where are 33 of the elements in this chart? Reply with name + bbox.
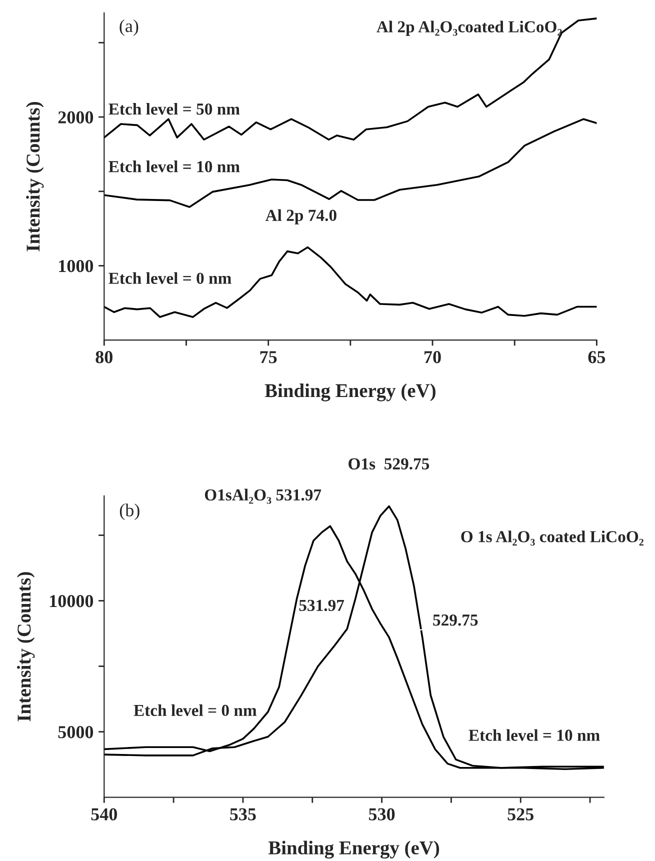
chart-title: Al 2p Al₂O₃coated LiCoO₂ xyxy=(376,20,562,36)
x-axis-title: Binding Energy (eV) xyxy=(264,384,436,402)
annotation: (b) xyxy=(120,504,140,520)
y-tick-label: 2000 xyxy=(58,111,94,124)
x-tick-label: 530 xyxy=(368,808,395,820)
y-axis-title: Intensity (Counts) xyxy=(17,572,35,722)
y-tick-label: 5000 xyxy=(58,726,94,738)
line-series xyxy=(104,118,597,208)
series-label: Etch level = 0 nm xyxy=(108,272,232,284)
x-tick-label: 525 xyxy=(508,808,534,820)
x-tick-label: 80 xyxy=(96,351,112,364)
annotation: 531.97 xyxy=(299,600,344,612)
x-tick-label: 535 xyxy=(230,808,256,820)
annotation: 529.75 xyxy=(433,614,478,626)
annotation: O1sAl₂O₃ 531.97 xyxy=(204,488,322,504)
x-tick-label: 70 xyxy=(424,351,441,364)
line-series xyxy=(104,18,597,141)
x-tick-label: 65 xyxy=(588,351,606,364)
annotation: O1s 529.75 xyxy=(348,458,430,470)
series-label: Etch level = 10 nm xyxy=(468,729,600,741)
series-label: Etch level = 50 nm xyxy=(108,102,240,115)
series-label: Etch level = 10 nm xyxy=(108,160,240,172)
y-axis-title: Intensity (Counts) xyxy=(26,102,44,252)
annotation: (a) xyxy=(120,19,138,36)
y-tick-label: 1000 xyxy=(59,260,94,272)
y-tick-label: 10000 xyxy=(50,595,94,608)
x-tick-label: 540 xyxy=(91,808,117,820)
x-axis-title: Binding Energy (eV) xyxy=(268,840,440,859)
x-tick-label: 75 xyxy=(260,351,277,364)
series-label: Etch level = 0 nm xyxy=(134,704,257,716)
text: O 1s Al₂O₃ coated LiCoO₂ xyxy=(461,530,644,546)
annotation: Al 2p 74.0 xyxy=(265,209,336,224)
line-series xyxy=(104,246,597,318)
